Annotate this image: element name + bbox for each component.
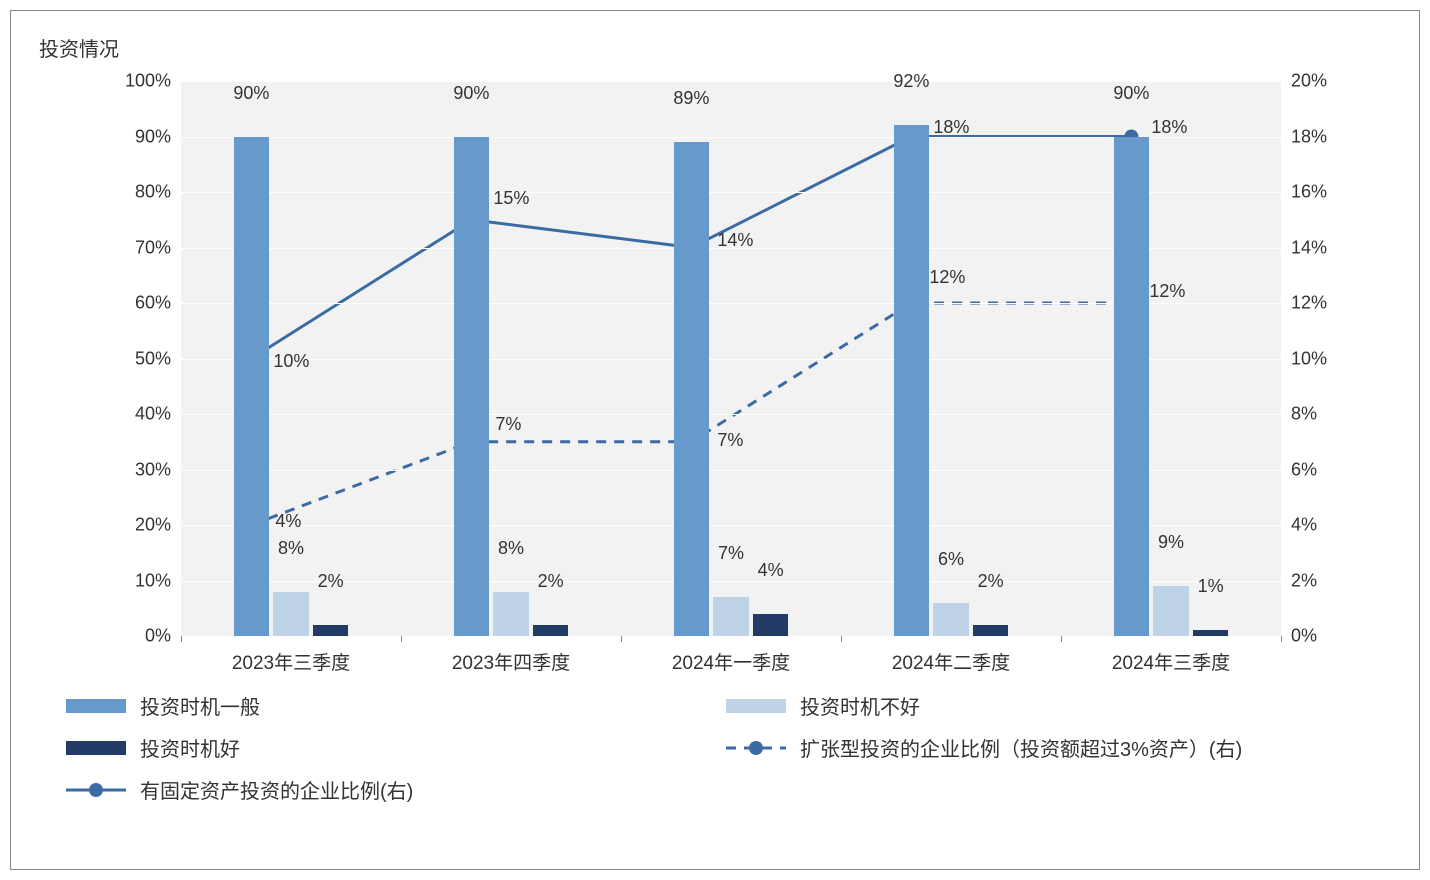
legend-label: 扩张型投资的企业比例（投资额超过3%资产）(右): [800, 733, 1242, 762]
y-left-tick-label: 10%: [135, 570, 171, 591]
line-label-fixed: 18%: [1151, 117, 1187, 138]
y-right-tick-label: 0%: [1291, 626, 1317, 647]
legend-item: 投资时机不好: [726, 691, 920, 720]
y-left-tick-label: 60%: [135, 293, 171, 314]
bar-label-buhao: 9%: [1158, 532, 1184, 559]
bar-label-yiban: 90%: [1113, 83, 1149, 110]
y-right-tick-label: 4%: [1291, 515, 1317, 536]
y-left-tick-label: 0%: [145, 626, 171, 647]
legend-item: 投资时机一般: [66, 691, 260, 720]
legend: 投资时机一般 投资时机不好投资时机好 扩张型投资的企业比例（投资额超过3%资产）(右…: [66, 691, 1366, 831]
bar-label-yiban: 92%: [893, 71, 929, 98]
y-right-tick-label: 18%: [1291, 126, 1327, 147]
legend-swatch: [66, 741, 126, 755]
legend-swatch: [66, 699, 126, 713]
x-tick: [401, 636, 402, 642]
bar-label-buhao: 6%: [938, 549, 964, 576]
line-label-expansion: 12%: [929, 267, 965, 288]
y-left-tick-label: 20%: [135, 515, 171, 536]
legend-item: 有固定资产投资的企业比例(右): [66, 775, 413, 804]
legend-label: 有固定资产投资的企业比例(右): [140, 775, 413, 804]
x-tick: [841, 636, 842, 642]
legend-label: 投资时机好: [140, 733, 240, 762]
bar-buhao: [273, 592, 308, 636]
y-right-tick-label: 16%: [1291, 182, 1327, 203]
y-right-tick-label: 8%: [1291, 404, 1317, 425]
legend-line-icon: [726, 738, 786, 758]
y-left-tick-label: 70%: [135, 237, 171, 258]
x-tick-label: 2024年二季度: [892, 648, 1010, 675]
x-tick-label: 2024年一季度: [672, 648, 790, 675]
x-tick: [181, 636, 182, 642]
y-left-tick-label: 40%: [135, 404, 171, 425]
line-label-fixed: 14%: [717, 230, 753, 251]
line-label-expansion: 4%: [275, 511, 301, 532]
bar-label-yiban: 90%: [453, 83, 489, 110]
y-left-tick-label: 80%: [135, 182, 171, 203]
bar-label-hao: 1%: [1198, 576, 1224, 603]
line-label-fixed: 15%: [493, 188, 529, 209]
x-tick: [1061, 636, 1062, 642]
legend-item: 扩张型投资的企业比例（投资额超过3%资产）(右): [726, 733, 1242, 762]
bar-hao: [1193, 630, 1228, 636]
bar-hao: [533, 625, 568, 636]
y-right-tick-label: 12%: [1291, 293, 1327, 314]
bar-label-hao: 2%: [538, 571, 564, 598]
bar-hao: [973, 625, 1008, 636]
legend-item: 投资时机好: [66, 733, 240, 762]
bar-yiban: [894, 125, 929, 636]
bar-hao: [753, 614, 788, 636]
bar-hao: [313, 625, 348, 636]
y-right-tick-label: 10%: [1291, 348, 1327, 369]
bar-buhao: [933, 603, 968, 636]
x-tick: [621, 636, 622, 642]
bar-label-buhao: 8%: [278, 538, 304, 565]
bar-buhao: [1153, 586, 1188, 636]
y-right-tick-label: 14%: [1291, 237, 1327, 258]
plot-area: 0%10%20%30%40%50%60%70%80%90%100%0%2%4%6…: [181, 81, 1281, 636]
chart-container: 投资情况 0% 10% 20% 30% 40% 50% 60% 70% 80% 90% 100% 0%…: [10, 10, 1420, 870]
bar-label-hao: 2%: [978, 571, 1004, 598]
line-label-fixed: 18%: [933, 117, 969, 138]
line-label-expansion: 7%: [495, 414, 521, 435]
y-right-tick-label: 2%: [1291, 570, 1317, 591]
line-label-fixed: 10%: [273, 351, 309, 372]
y-left-tick-label: 100%: [125, 71, 171, 92]
legend-swatch: [726, 699, 786, 713]
bar-buhao: [493, 592, 528, 636]
y-left-tick-label: 30%: [135, 459, 171, 480]
bar-buhao: [713, 597, 748, 636]
bar-label-yiban: 90%: [233, 83, 269, 110]
bar-label-buhao: 8%: [498, 538, 524, 565]
bar-label-buhao: 7%: [718, 543, 744, 570]
line-label-expansion: 12%: [1149, 281, 1185, 302]
bar-label-yiban: 89%: [673, 88, 709, 115]
y-right-tick-label: 20%: [1291, 71, 1327, 92]
bar-yiban: [674, 142, 709, 636]
line-label-expansion: 7%: [717, 430, 743, 451]
y-left-tick-label: 90%: [135, 126, 171, 147]
legend-label: 投资时机一般: [140, 691, 260, 720]
x-tick-label: 2023年三季度: [232, 648, 350, 675]
bar-yiban: [454, 137, 489, 637]
bar-label-hao: 4%: [758, 560, 784, 587]
y-left-tick-label: 50%: [135, 348, 171, 369]
legend-line-icon: [66, 780, 126, 800]
legend-label: 投资时机不好: [800, 691, 920, 720]
x-tick: [1281, 636, 1282, 642]
x-tick-label: 2023年四季度: [452, 648, 570, 675]
bar-label-hao: 2%: [318, 571, 344, 598]
bar-yiban: [1114, 137, 1149, 637]
bar-yiban: [234, 137, 269, 637]
y-right-tick-label: 6%: [1291, 459, 1317, 480]
x-tick-label: 2024年三季度: [1112, 648, 1230, 675]
chart-title: 投资情况: [39, 33, 119, 62]
